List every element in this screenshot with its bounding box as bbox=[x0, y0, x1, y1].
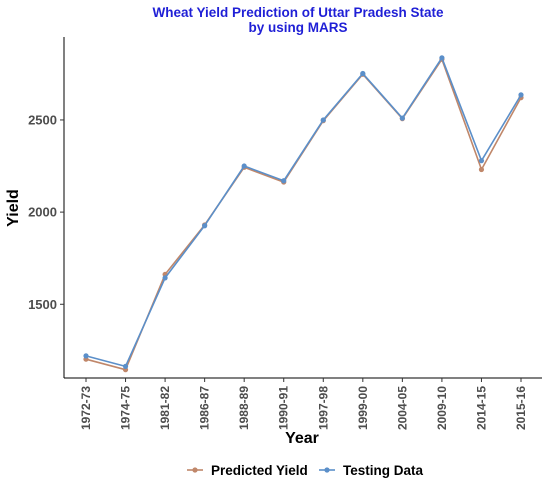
x-tick-label: 1997-98 bbox=[316, 386, 330, 430]
legend-key-point bbox=[192, 467, 198, 473]
x-tick-label: 2015-16 bbox=[514, 386, 528, 430]
y-tick-label: 1500 bbox=[28, 297, 57, 312]
legend-label: Testing Data bbox=[343, 463, 424, 478]
x-tick-label: 1986-87 bbox=[198, 386, 212, 430]
series-2-point bbox=[202, 223, 208, 229]
x-tick-label: 1981-82 bbox=[158, 386, 172, 430]
x-tick-label: 2004-05 bbox=[395, 386, 409, 430]
x-tick-label: 2009-10 bbox=[435, 386, 449, 430]
series-2-point bbox=[518, 92, 524, 98]
series-2-point bbox=[83, 353, 89, 359]
y-axis-title: Yield bbox=[5, 189, 22, 227]
legend-key-point bbox=[324, 467, 330, 473]
x-tick-label: 1990-91 bbox=[277, 386, 291, 430]
legend: Predicted Yield Testing Data bbox=[187, 463, 424, 478]
legend-label: Predicted Yield bbox=[211, 463, 308, 478]
plot-area bbox=[63, 37, 542, 379]
series-2-point bbox=[320, 117, 326, 123]
chart-title: Wheat Yield Prediction of Uttar Pradesh … bbox=[152, 5, 444, 35]
x-axis-ticks: 1972-73 1974-75 1981-82 1986-87 1988-89 1990-… bbox=[79, 378, 528, 430]
series-1-point bbox=[478, 166, 485, 173]
x-tick-label: 1974-75 bbox=[119, 386, 133, 430]
series-2-point bbox=[478, 158, 485, 164]
chart-title-line-2: by using MARS bbox=[248, 20, 347, 35]
x-tick-label: 1972-73 bbox=[79, 386, 93, 430]
series-2-point bbox=[241, 163, 247, 169]
series-2-point bbox=[281, 178, 287, 184]
series-2-point bbox=[439, 55, 445, 61]
y-tick-label: 2000 bbox=[28, 205, 57, 220]
series-2-point bbox=[162, 275, 168, 281]
series-2-point bbox=[122, 363, 129, 369]
series-line-2 bbox=[85, 56, 522, 368]
x-tick-label: 2014-15 bbox=[474, 386, 488, 430]
series-layer bbox=[83, 55, 524, 373]
x-tick-label: 1988-89 bbox=[237, 386, 251, 430]
y-tick-label: 2500 bbox=[28, 112, 57, 127]
x-axis-title: Year bbox=[285, 430, 319, 447]
x-tick-label: 1999-00 bbox=[356, 386, 370, 430]
series-2-point bbox=[360, 70, 366, 77]
series-line-1 bbox=[85, 58, 522, 371]
chart-title-line-1: Wheat Yield Prediction of Uttar Pradesh … bbox=[152, 5, 444, 20]
y-axis-ticks: 1500 2000 2500 bbox=[28, 112, 64, 312]
series-2-point bbox=[399, 115, 405, 121]
